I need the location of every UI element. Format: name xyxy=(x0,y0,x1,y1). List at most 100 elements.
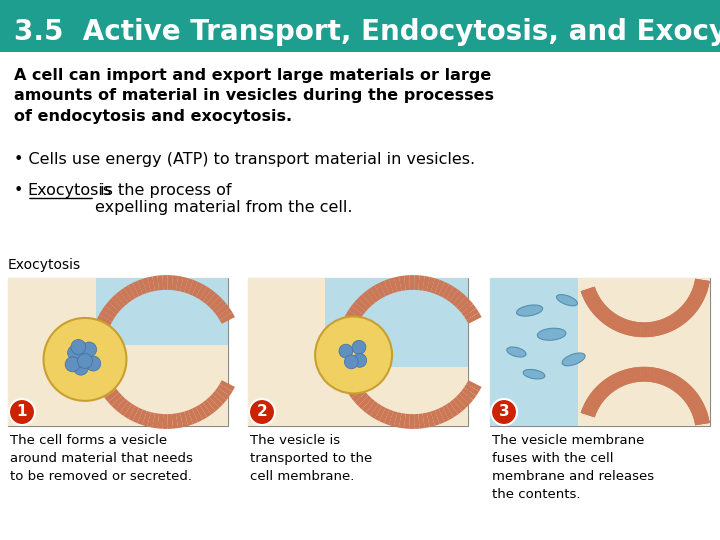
FancyBboxPatch shape xyxy=(325,278,468,367)
Polygon shape xyxy=(595,306,608,319)
Polygon shape xyxy=(671,376,681,390)
Polygon shape xyxy=(668,315,678,329)
Polygon shape xyxy=(374,406,386,421)
FancyBboxPatch shape xyxy=(0,0,720,52)
Polygon shape xyxy=(394,276,402,292)
Polygon shape xyxy=(442,284,454,299)
Polygon shape xyxy=(192,282,203,297)
Polygon shape xyxy=(609,375,619,389)
Polygon shape xyxy=(456,296,469,310)
Polygon shape xyxy=(188,409,198,424)
Circle shape xyxy=(43,318,127,401)
Polygon shape xyxy=(89,349,104,355)
Polygon shape xyxy=(343,315,359,326)
Polygon shape xyxy=(655,321,662,336)
Polygon shape xyxy=(660,319,669,334)
Polygon shape xyxy=(600,310,612,323)
Polygon shape xyxy=(673,312,684,326)
Polygon shape xyxy=(695,279,710,285)
Polygon shape xyxy=(168,414,173,429)
Ellipse shape xyxy=(557,295,577,306)
Polygon shape xyxy=(616,372,624,387)
Polygon shape xyxy=(663,318,672,333)
Polygon shape xyxy=(90,359,105,365)
FancyBboxPatch shape xyxy=(490,278,710,426)
Polygon shape xyxy=(384,409,393,425)
Polygon shape xyxy=(108,298,122,312)
Polygon shape xyxy=(582,406,597,415)
Polygon shape xyxy=(336,359,352,365)
Polygon shape xyxy=(99,382,114,394)
Polygon shape xyxy=(619,319,627,334)
Polygon shape xyxy=(613,316,622,331)
Polygon shape xyxy=(399,413,406,428)
Polygon shape xyxy=(606,376,617,391)
Polygon shape xyxy=(580,287,595,295)
Polygon shape xyxy=(644,322,647,337)
Polygon shape xyxy=(675,380,687,394)
Polygon shape xyxy=(585,400,599,409)
Polygon shape xyxy=(640,322,644,337)
Polygon shape xyxy=(668,375,678,389)
Polygon shape xyxy=(464,384,479,396)
Polygon shape xyxy=(362,291,375,306)
Polygon shape xyxy=(163,414,168,429)
Polygon shape xyxy=(456,394,469,408)
Polygon shape xyxy=(652,368,658,383)
Polygon shape xyxy=(644,367,647,382)
Text: •: • xyxy=(14,183,29,198)
Polygon shape xyxy=(609,375,619,389)
Polygon shape xyxy=(649,367,654,382)
Polygon shape xyxy=(583,292,598,301)
Polygon shape xyxy=(220,313,235,324)
Polygon shape xyxy=(587,297,601,307)
Polygon shape xyxy=(613,373,622,388)
Polygon shape xyxy=(423,413,430,428)
Polygon shape xyxy=(446,402,458,417)
Polygon shape xyxy=(96,379,112,389)
Polygon shape xyxy=(152,275,159,291)
Polygon shape xyxy=(603,312,615,326)
Polygon shape xyxy=(692,409,707,417)
Polygon shape xyxy=(132,408,143,423)
Polygon shape xyxy=(192,407,203,422)
Polygon shape xyxy=(351,389,366,402)
Polygon shape xyxy=(687,396,701,407)
Polygon shape xyxy=(464,308,479,320)
Polygon shape xyxy=(340,370,355,380)
Polygon shape xyxy=(663,372,672,387)
Polygon shape xyxy=(414,414,420,429)
Polygon shape xyxy=(399,275,406,291)
Polygon shape xyxy=(93,324,109,333)
FancyBboxPatch shape xyxy=(578,278,710,426)
Text: • Cells use energy (ATP) to transport material in vesicles.: • Cells use energy (ATP) to transport ma… xyxy=(14,152,475,167)
Circle shape xyxy=(68,345,83,360)
Polygon shape xyxy=(687,297,701,308)
Polygon shape xyxy=(91,367,107,375)
Polygon shape xyxy=(404,414,410,429)
Polygon shape xyxy=(688,295,703,305)
Polygon shape xyxy=(176,276,184,292)
Polygon shape xyxy=(112,396,125,409)
Circle shape xyxy=(353,353,366,367)
Polygon shape xyxy=(658,369,665,384)
Circle shape xyxy=(78,354,92,368)
Polygon shape xyxy=(600,381,612,394)
FancyBboxPatch shape xyxy=(8,278,228,426)
Text: The vesicle membrane
fuses with the cell
membrane and releases
the contents.: The vesicle membrane fuses with the cell… xyxy=(492,434,654,501)
Polygon shape xyxy=(184,278,193,294)
Polygon shape xyxy=(355,298,369,312)
Polygon shape xyxy=(603,312,615,326)
Polygon shape xyxy=(606,376,617,391)
Polygon shape xyxy=(678,383,690,396)
Polygon shape xyxy=(680,306,693,319)
FancyBboxPatch shape xyxy=(96,278,228,345)
Polygon shape xyxy=(583,403,598,412)
Polygon shape xyxy=(606,313,617,327)
Polygon shape xyxy=(171,275,178,291)
Polygon shape xyxy=(366,401,379,416)
Polygon shape xyxy=(180,411,189,427)
Polygon shape xyxy=(95,319,110,329)
Polygon shape xyxy=(346,310,361,322)
Polygon shape xyxy=(647,322,651,337)
